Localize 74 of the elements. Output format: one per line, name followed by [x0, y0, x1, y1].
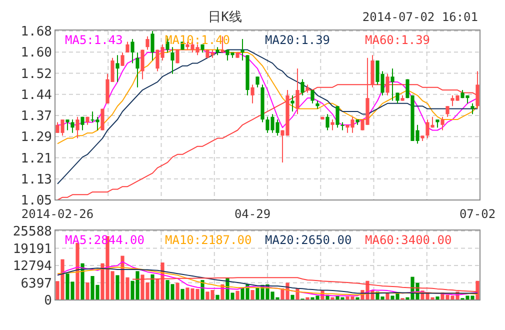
- candlestick: [150, 30, 154, 62]
- y-tick-label: 6397: [20, 276, 52, 292]
- candlestick: [170, 46, 174, 74]
- candlestick: [120, 52, 124, 66]
- x-tick-label: 2014-02-26: [21, 207, 94, 221]
- bar: [216, 294, 220, 300]
- y-tick-label: 1.13: [20, 172, 52, 188]
- x-tick-label: 07-02: [459, 207, 496, 221]
- candlestick: [240, 38, 244, 62]
- bar: [180, 288, 184, 300]
- candlestick: [296, 68, 300, 115]
- bar: [290, 294, 294, 300]
- candlestick: [326, 114, 330, 131]
- y-tick-label: 25588: [12, 224, 52, 240]
- y-tick-label: 1.21: [20, 151, 52, 166]
- y-tick-label: 1.05: [20, 194, 52, 208]
- candlestick: [126, 41, 130, 53]
- bar: [86, 282, 90, 300]
- candlestick: [396, 92, 400, 104]
- candlestick: [250, 84, 254, 104]
- y-tick-label: 1.68: [20, 24, 52, 40]
- candlestick: [290, 94, 294, 112]
- y-tick-label: 1.29: [20, 130, 52, 146]
- candlestick: [100, 108, 104, 131]
- candlestick: [130, 38, 134, 64]
- text: MA60:3400.00: [365, 233, 452, 247]
- y-tick-label: 1.52: [20, 66, 52, 82]
- bar: [236, 290, 240, 300]
- bar: [436, 296, 440, 300]
- text: MA10:2187.00: [165, 233, 252, 247]
- bar: [150, 274, 154, 300]
- candlestick: [66, 119, 70, 131]
- candlestick: [390, 68, 394, 102]
- bar: [80, 263, 84, 300]
- text: 2014-07-02 16:01: [362, 10, 478, 24]
- candlestick: [476, 70, 480, 110]
- y-tick-label: 1.44: [20, 88, 52, 103]
- bar: [386, 293, 390, 300]
- y-tick-label: 1.37: [20, 109, 52, 124]
- series-label: MA5:1.43: [65, 33, 123, 47]
- candlestick: [310, 90, 314, 104]
- bar: [176, 282, 180, 300]
- bar: [476, 280, 480, 300]
- y-tick-label: 0: [44, 294, 52, 308]
- text: MA60:1.39: [365, 33, 430, 47]
- line-series: [57, 261, 478, 296]
- bar: [250, 290, 254, 300]
- candlestick: [300, 78, 304, 96]
- series-label: MA20:1.39: [265, 33, 330, 47]
- line-series: [132, 277, 478, 292]
- x-tick-label: 04-29: [234, 207, 271, 221]
- y-tick-label: 12794: [12, 259, 52, 274]
- candlestick: [470, 102, 474, 115]
- bar: [76, 242, 80, 300]
- y-tick-label: 19191: [12, 242, 52, 257]
- candlestick: [76, 116, 80, 139]
- candlestick: [80, 116, 84, 131]
- candlestick: [386, 73, 390, 96]
- candlestick: [146, 36, 150, 50]
- chart-title: 日K线: [208, 10, 242, 25]
- candlestick: [140, 49, 144, 80]
- candlestick: [340, 122, 344, 131]
- line-series: [57, 49, 478, 184]
- candlestick: [446, 106, 450, 118]
- candlestick: [256, 76, 260, 88]
- candlestick: [336, 106, 340, 128]
- candlestick: [440, 116, 444, 131]
- y-tick-label: 1.60: [20, 46, 52, 61]
- candlestick: [136, 52, 140, 88]
- text: MA20:2650.00: [265, 233, 352, 247]
- candlestick: [116, 54, 120, 82]
- bar: [116, 275, 120, 300]
- candlestick: [330, 119, 334, 131]
- candlestick: [70, 119, 74, 134]
